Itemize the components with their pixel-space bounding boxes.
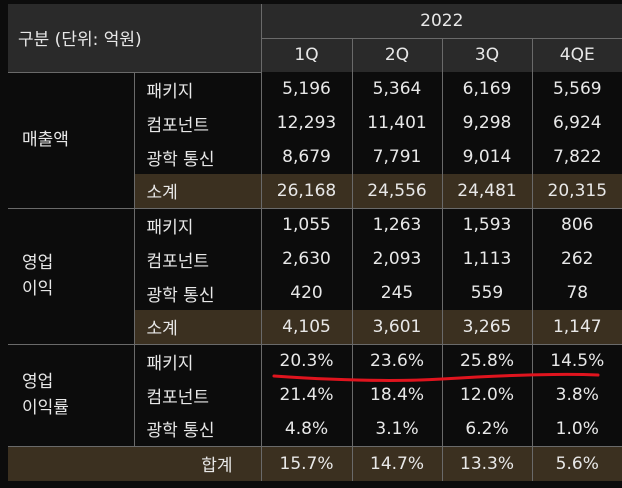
table-cell: 21.4% [261, 378, 353, 412]
table-cell: 78 [566, 283, 589, 303]
table-cell: 5.6% [532, 446, 622, 481]
table-cell: 15.7% [261, 446, 353, 481]
table-cell: 3,265 [442, 310, 533, 345]
table-cell: 24,556 [352, 174, 443, 209]
table-cell: 7,822 [552, 147, 602, 167]
table-cell: 12,293 [261, 106, 353, 140]
subtotal-label: 소계 [134, 174, 262, 209]
header-quarter: 3Q [442, 38, 533, 72]
table-cell: 9,014 [442, 140, 533, 174]
row-label: 패키지 [134, 72, 262, 106]
table-cell: 18.4% [352, 378, 443, 412]
row-label: 패키지 [134, 344, 262, 378]
row-label: 컴포넌트 [134, 378, 262, 412]
table-cell: 20.3% [261, 344, 353, 378]
table-cell: 245 [352, 276, 443, 310]
table-cell: 14.5% [550, 351, 605, 372]
table-cell: 5,569 [552, 79, 602, 99]
table-cell: 1,263 [352, 208, 443, 242]
table-row: 영업 이익 패키지 1,055 1,263 1,593 806 [8, 208, 622, 345]
subtotal-label: 소계 [134, 310, 262, 345]
table-cell: 1,055 [261, 208, 353, 242]
table-cell: 1,147 [532, 310, 622, 345]
table-cell: 1.0% [532, 412, 622, 447]
table-cell: 1,113 [442, 242, 533, 276]
table-cell: 6.2% [442, 412, 533, 447]
table-row: 컴포넌트 21.4% 18.4% 12.0% 3.8% [8, 378, 622, 412]
table-cell: 13.3% [442, 446, 533, 481]
table-cell: 8,679 [261, 140, 353, 174]
table-cell: 25.8% [442, 344, 533, 378]
segment-financials-table: 구분 (단위: 억원) 2022 1Q 2Q 3Q 4QE 매출액 패키지 5,… [8, 4, 622, 481]
category-op-margin: 영업 이익률 [8, 344, 135, 447]
row-label: 컴포넌트 [134, 106, 262, 140]
red-underline-annotation [272, 372, 600, 382]
table-cell: 23.6% [352, 344, 443, 378]
table-cell: 26,168 [261, 174, 353, 209]
category-sales: 매출액 [8, 72, 135, 209]
table-row: 영업 이익률 패키지 20.3% 23.6% 25.8% 14.5% [8, 344, 622, 447]
header-title: 구분 (단위: 억원) [8, 4, 262, 73]
table-cell: 806 [561, 215, 594, 236]
table-cell: 7,791 [352, 140, 443, 174]
table-cell: 2,630 [261, 242, 353, 276]
table-row: 컴포넌트 2,630 2,093 1,113 262 [8, 242, 622, 276]
category-line: 영업 [22, 253, 54, 273]
table-cell: 559 [442, 276, 533, 310]
table-row: 컴포넌트 12,293 11,401 9,298 6,924 [8, 106, 622, 140]
table-cell: 2,093 [352, 242, 443, 276]
category-line: 이익률 [22, 398, 69, 418]
row-label: 컴포넌트 [134, 242, 262, 276]
subtotal-row: 소계 4,105 3,601 3,265 1,147 [8, 310, 622, 345]
header-quarter: 1Q [261, 38, 353, 72]
category-op-profit: 영업 이익 [8, 208, 135, 345]
table-cell: 4.8% [261, 412, 353, 447]
row-label: 광학 통신 [134, 276, 262, 310]
table-cell: 24,481 [442, 174, 533, 209]
table-cell: 3,601 [352, 310, 443, 345]
header-quarter: 2Q [352, 38, 443, 72]
table-cell: 420 [261, 276, 353, 310]
header-year: 2022 [261, 4, 622, 39]
table-cell: 6,169 [442, 72, 533, 106]
table-cell: 3.8% [555, 385, 599, 405]
category-line: 영업 [22, 372, 54, 392]
table-cell: 5,364 [352, 72, 443, 106]
row-label: 광학 통신 [134, 140, 262, 174]
table-cell: 20,315 [532, 174, 622, 209]
table-cell: 4,105 [261, 310, 353, 345]
table-cell: 262 [561, 249, 594, 269]
table-cell: 3.1% [352, 412, 443, 447]
table-cell: 14.7% [352, 446, 443, 481]
subtotal-row: 소계 26,168 24,556 24,481 20,315 [8, 174, 622, 209]
category-line: 이익 [22, 279, 54, 299]
table-row: 광학 통신 420 245 559 78 [8, 276, 622, 310]
total-label: 합계 [8, 446, 262, 481]
table-row: 매출액 패키지 5,196 5,364 6,169 5,569 [8, 72, 622, 209]
table-row: 광학 통신 4.8% 3.1% 6.2% 1.0% [8, 412, 622, 447]
table-cell: 9,298 [442, 106, 533, 140]
table-row: 광학 통신 8,679 7,791 9,014 7,822 [8, 140, 622, 174]
table-cell: 6,924 [552, 113, 602, 133]
table-cell: 11,401 [352, 106, 443, 140]
table-cell: 1,593 [442, 208, 533, 242]
row-label: 패키지 [134, 208, 262, 242]
table-cell: 12.0% [442, 378, 533, 412]
total-row: 합계 15.7% 14.7% 13.3% 5.6% [8, 446, 622, 481]
row-label: 광학 통신 [134, 412, 262, 447]
header-quarter: 4QE [559, 45, 595, 66]
table-cell: 5,196 [261, 72, 353, 106]
